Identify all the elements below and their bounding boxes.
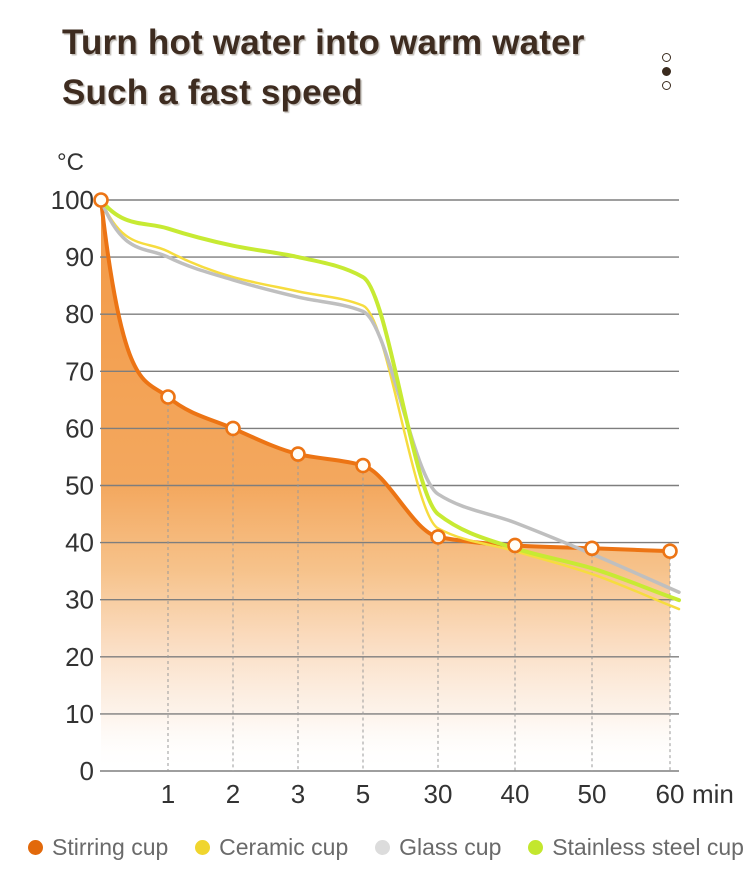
svg-text:40: 40 — [65, 528, 94, 558]
glass-cup-swatch-icon — [375, 840, 391, 855]
carousel-dots — [662, 53, 671, 90]
carousel-dot-1[interactable] — [662, 53, 671, 62]
svg-text:2: 2 — [226, 779, 240, 809]
svg-text:20: 20 — [65, 642, 94, 672]
carousel-dot-3[interactable] — [662, 81, 671, 90]
svg-text:30: 30 — [65, 585, 94, 615]
stainless-steel-cup-swatch-icon — [528, 840, 544, 855]
svg-text:30: 30 — [424, 779, 453, 809]
legend-label: Ceramic cup — [219, 834, 349, 860]
legend-label: Stirring cup — [52, 834, 169, 860]
svg-text:0: 0 — [80, 756, 94, 786]
svg-text:100: 100 — [51, 185, 94, 215]
carousel-dot-2-active[interactable] — [662, 67, 671, 76]
svg-text:1: 1 — [161, 779, 175, 809]
svg-text:°C: °C — [57, 149, 84, 176]
page-title: Turn hot water into warm water Such a fa… — [62, 18, 585, 118]
svg-text:10: 10 — [65, 699, 94, 729]
svg-text:50: 50 — [578, 779, 607, 809]
svg-text:5: 5 — [356, 779, 370, 809]
legend-item-glass-cup: Glass cup — [375, 834, 501, 861]
title-line-2: Such a fast speed — [62, 73, 364, 112]
legend-item-stainless-steel-cup: Stainless steel cup — [528, 834, 744, 861]
legend-label: Glass cup — [399, 834, 502, 860]
ceramic-cup-swatch-icon — [195, 840, 211, 855]
svg-text:80: 80 — [65, 299, 94, 329]
title-line-1: Turn hot water into warm water — [62, 23, 585, 62]
stirring-cup-swatch-icon — [28, 840, 43, 855]
chart-legend: Stirring cup Ceramic cup Glass cup Stain… — [0, 834, 750, 861]
legend-label: Stainless steel cup — [552, 834, 744, 860]
legend-item-ceramic-cup: Ceramic cup — [195, 834, 348, 861]
svg-text:60: 60 — [656, 779, 685, 809]
svg-text:60: 60 — [65, 413, 94, 443]
legend-item-stirring-cup: Stirring cup — [28, 834, 168, 861]
svg-text:90: 90 — [65, 242, 94, 272]
svg-text:3: 3 — [291, 779, 305, 809]
svg-text:40: 40 — [501, 779, 530, 809]
svg-text:50: 50 — [65, 471, 94, 501]
svg-text:70: 70 — [65, 356, 94, 386]
svg-text:min: min — [692, 779, 734, 809]
